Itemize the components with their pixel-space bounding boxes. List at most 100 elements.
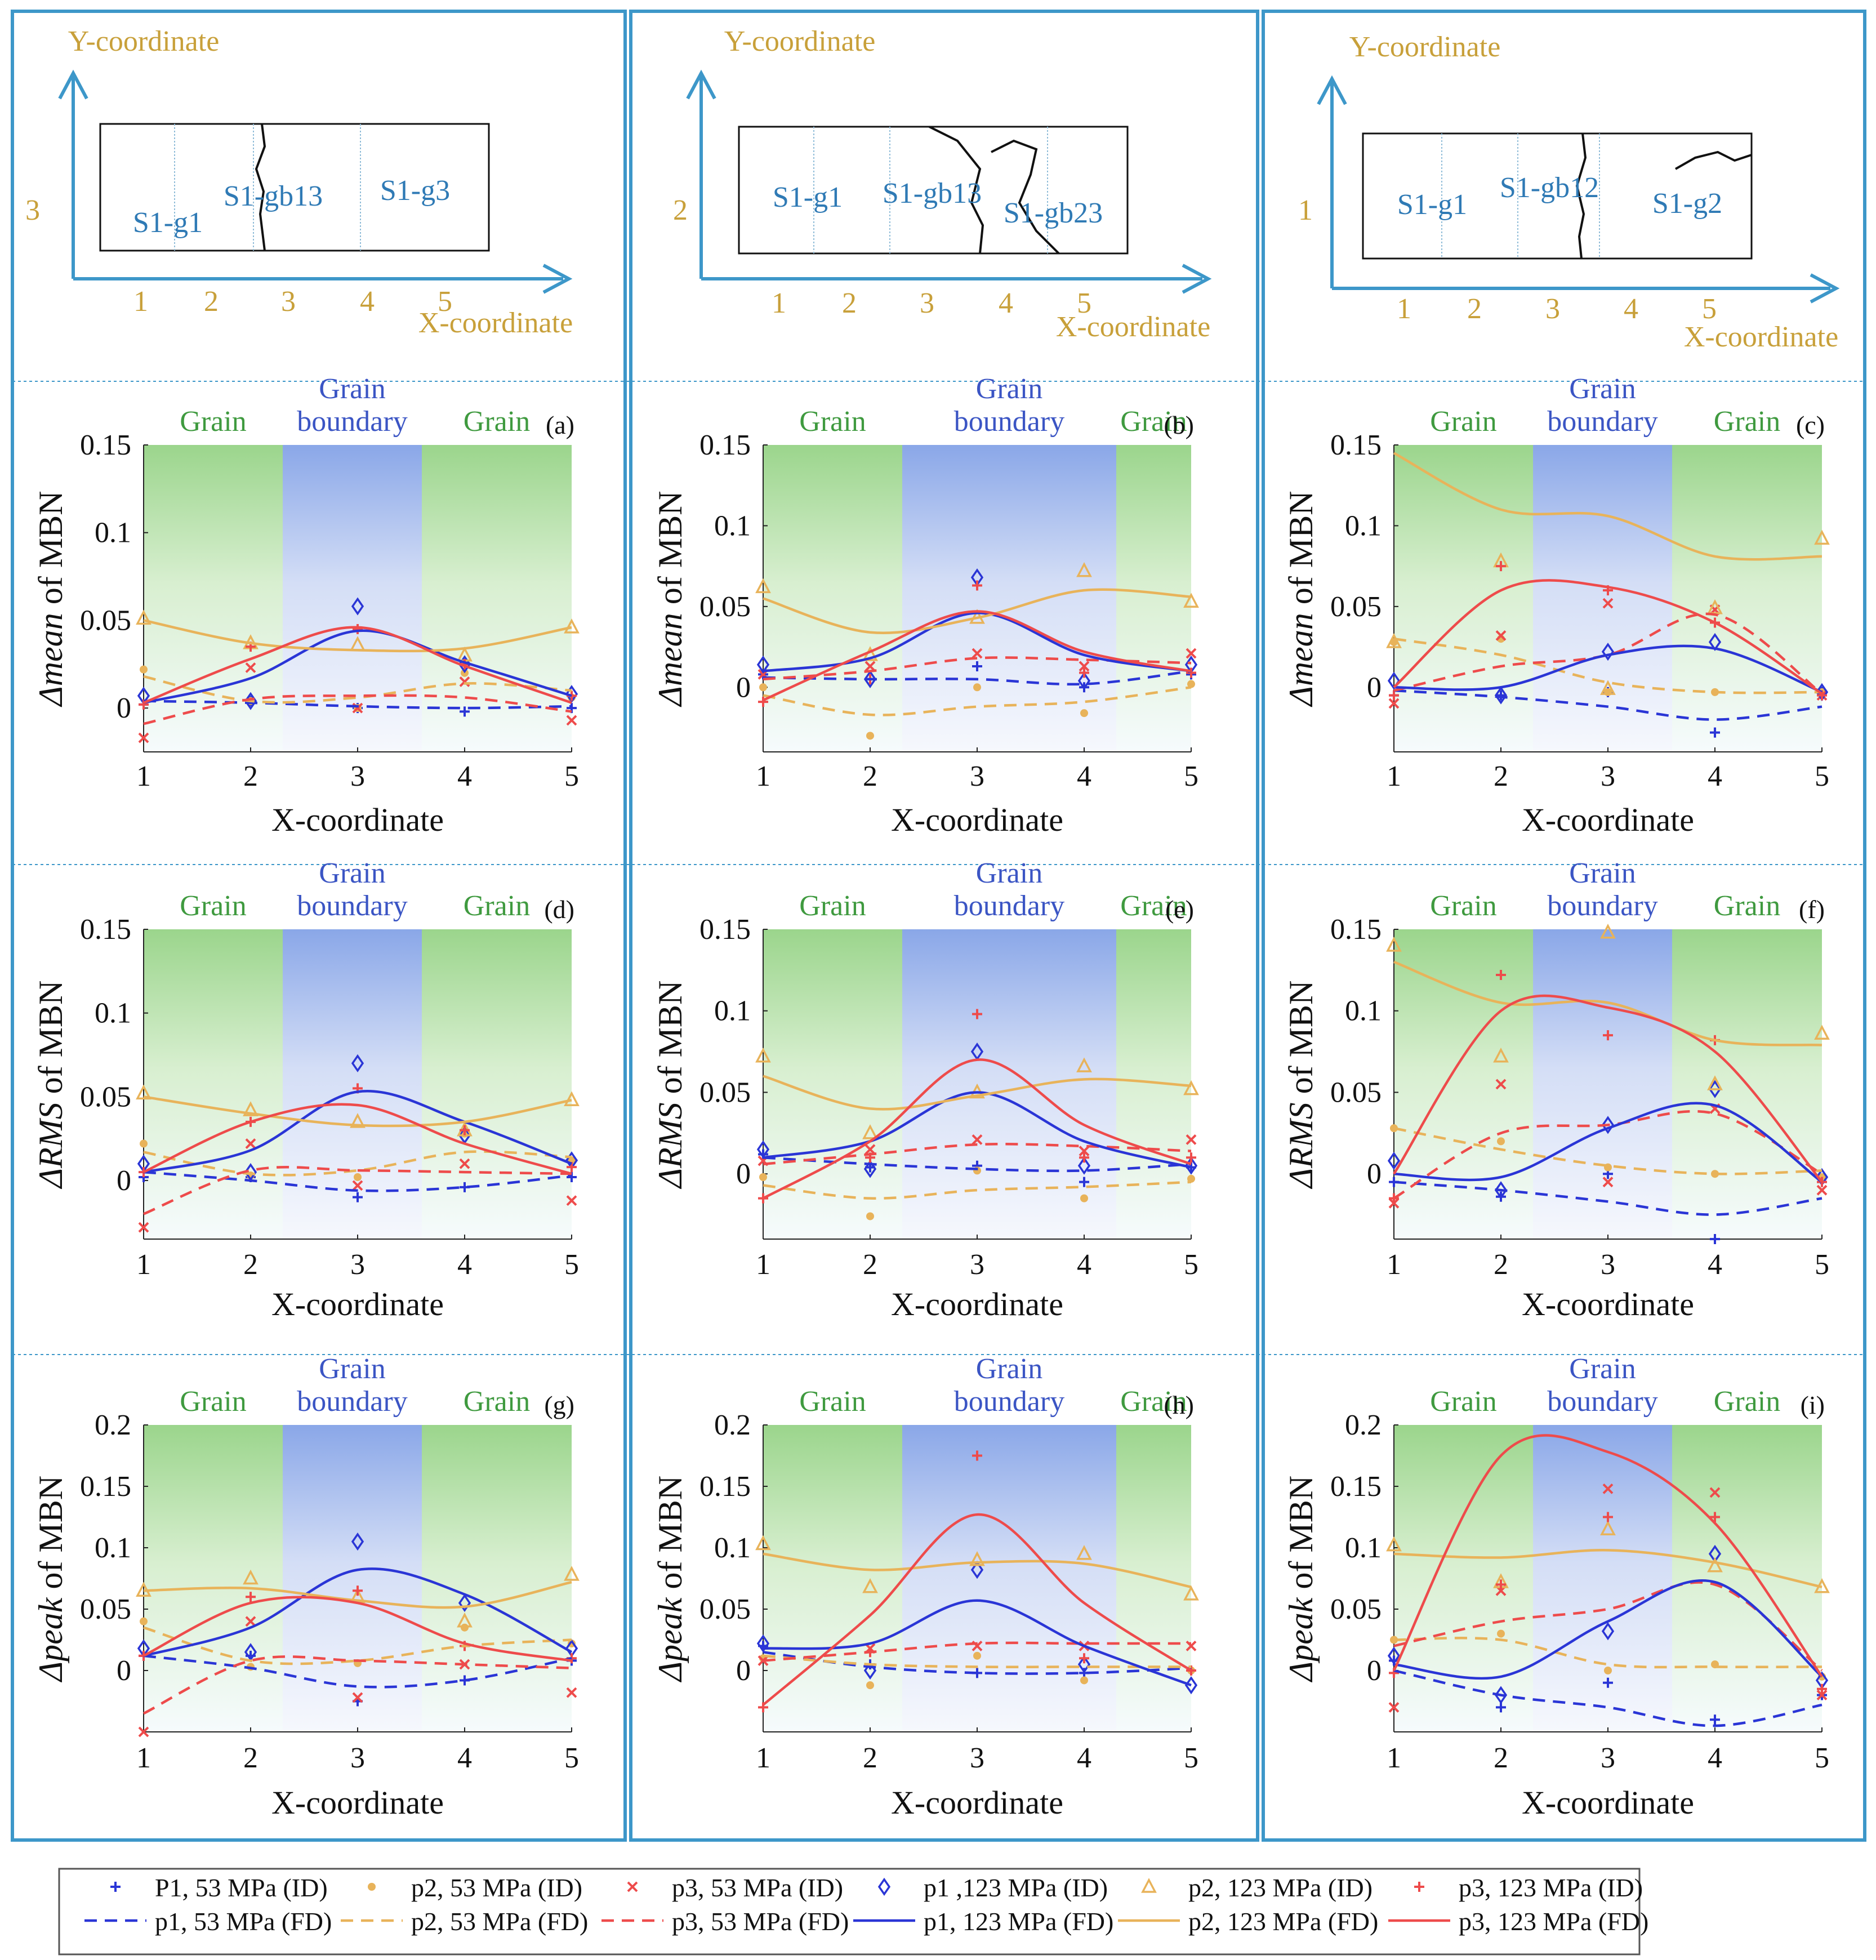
y-axis-label-math: ΔRMS	[1282, 1094, 1320, 1189]
data-point	[1600, 924, 1616, 939]
series-line	[1393, 1637, 1822, 1669]
x-tick-label: 1	[136, 1742, 151, 1774]
region-label-boundary: Grain	[319, 857, 385, 889]
x-tick-label: 4	[457, 1742, 472, 1774]
x-tick-label: 3	[350, 760, 365, 792]
specimen-outline	[738, 126, 1129, 255]
data-point	[1186, 1640, 1197, 1651]
series-line	[143, 629, 572, 704]
series-line	[1393, 644, 1822, 693]
specimen-outline	[99, 123, 490, 252]
legend-entry-label: p3, 123 MPa (ID)	[1459, 1873, 1643, 1902]
data-point	[245, 662, 256, 673]
data-point	[243, 1101, 259, 1116]
series-line	[763, 656, 1192, 681]
y-axis-label-rest: of MBN	[32, 1476, 69, 1589]
x-axis-arrowhead	[1810, 273, 1840, 304]
data-point	[136, 1084, 151, 1100]
y-tick-label: 0.05	[1330, 1593, 1382, 1625]
legend-marker	[627, 1881, 638, 1892]
x-tick-label: 4	[1708, 760, 1722, 792]
series-line	[143, 626, 572, 704]
data-point	[564, 1566, 580, 1581]
data-point	[756, 656, 770, 674]
grain-region	[422, 1425, 572, 1732]
y-tick-label: 0.1	[95, 517, 131, 549]
x-tick-label: 3	[281, 286, 296, 318]
data-point	[866, 1681, 874, 1690]
x-tick-label: 1	[1397, 293, 1411, 325]
data-point	[1601, 643, 1615, 661]
data-point	[566, 1687, 577, 1698]
data-point	[1710, 1714, 1720, 1725]
x-tick-label: 2	[1494, 1249, 1508, 1281]
series-line	[763, 588, 1192, 635]
x-tick-label: 2	[243, 760, 258, 792]
data-point	[1602, 598, 1614, 609]
region-label-grain: Grain	[1120, 1386, 1187, 1418]
region-label-grain: Grain	[464, 890, 530, 922]
y-tick-label: 0	[736, 1158, 751, 1190]
y-axis-label-math: Δmean	[32, 604, 69, 707]
data-point	[1496, 690, 1506, 701]
x-tick-label: 1	[756, 1249, 770, 1281]
data-point	[458, 1594, 471, 1612]
y-axis-label-rest: of MBN	[1282, 491, 1320, 605]
x-tick-label: 4	[1077, 760, 1091, 792]
data-point	[866, 732, 874, 740]
region-label-boundary: Grain	[1569, 857, 1636, 889]
y-axis-label: Δmean of MBN	[32, 491, 69, 707]
grain-boundary-region	[1533, 1425, 1672, 1732]
region-label-grain: Grain	[1430, 890, 1496, 922]
y-position-value: 2	[673, 194, 688, 226]
data-point	[353, 1585, 363, 1596]
data-point	[1183, 1080, 1199, 1095]
legend-box	[58, 1868, 1641, 1955]
data-point	[1186, 1152, 1196, 1163]
region-label-grain: Grain	[1714, 1386, 1780, 1418]
data-point	[1077, 1156, 1091, 1175]
series-line	[143, 1103, 572, 1175]
region-label-boundary: Grain	[319, 373, 385, 405]
data-point	[1496, 561, 1506, 572]
data-point	[138, 1222, 149, 1233]
grain-boundary-line	[991, 139, 1060, 255]
schematic-3: Y-coordinate X-coordinate 1 1 2 3 4 5 S1-g1 S1-gb…	[1298, 31, 1840, 353]
series-line	[763, 1641, 1191, 1662]
data-point	[1495, 630, 1507, 641]
grain-region	[144, 929, 283, 1239]
grain-region	[763, 1425, 902, 1732]
panel-label: (i)	[1801, 1391, 1825, 1419]
x-tick-label: 5	[564, 760, 579, 792]
data-point	[755, 1535, 771, 1551]
data-point	[1497, 1137, 1505, 1146]
data-point	[1079, 661, 1090, 672]
x-tick-label: 4	[360, 286, 375, 318]
series-line	[1393, 1102, 1823, 1183]
series-line	[763, 670, 1192, 686]
x-tick-label: 4	[457, 760, 472, 792]
x-axis-label: X-coordinate	[271, 1286, 444, 1322]
data-point	[460, 706, 470, 717]
legend-entry-label: p1, 123 MPa (FD)	[924, 1907, 1113, 1936]
grain-region	[422, 929, 572, 1239]
data-point	[566, 715, 577, 726]
data-point	[1386, 1536, 1402, 1552]
legend-entry-label: P1, 53 MPa (ID)	[155, 1873, 328, 1902]
y-axis-label: Y-coordinate	[1349, 31, 1501, 63]
data-point	[1079, 1152, 1089, 1163]
legend-entry-label: p3, 53 MPa (FD)	[672, 1907, 849, 1936]
sample-label: S1-g3	[380, 175, 450, 207]
data-point	[972, 1134, 983, 1145]
sample-label: S1-g1	[1397, 189, 1467, 221]
grain-region	[1394, 929, 1533, 1239]
y-axis-label: Δmean of MBN	[652, 491, 689, 707]
data-point	[973, 683, 981, 692]
data-point	[758, 697, 768, 707]
y-tick-label: 0.15	[699, 1471, 751, 1503]
data-point	[566, 1195, 577, 1206]
x-tick-label: 3	[970, 1249, 984, 1281]
